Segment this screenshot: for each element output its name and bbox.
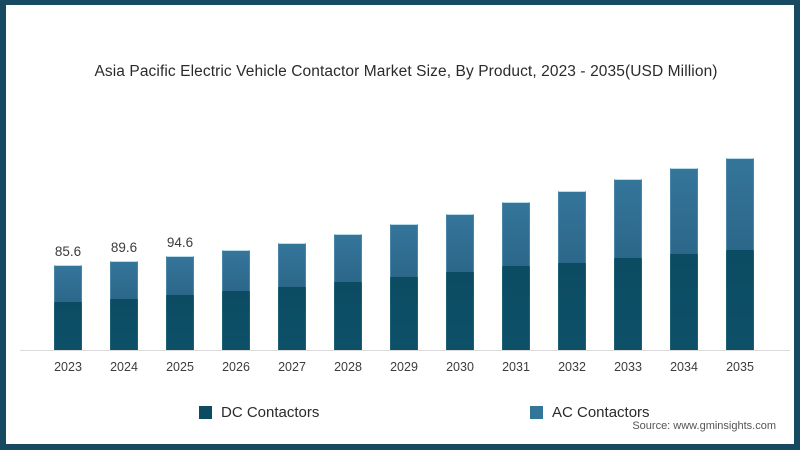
- bar-segment-dc-contactors[interactable]: [726, 250, 754, 351]
- bar-value-label: 85.6: [54, 244, 82, 260]
- stacked-bar[interactable]: [670, 168, 698, 351]
- bar-segment-dc-contactors[interactable]: [278, 286, 306, 351]
- legend-item-dc-contactors[interactable]: DC Contactors: [199, 401, 319, 423]
- bar-value-label: 89.6: [110, 239, 138, 255]
- x-axis-tick-2027: 2027: [278, 360, 306, 374]
- x-axis-tick-2028: 2028: [334, 360, 362, 374]
- x-axis-tick-2023: 2023: [54, 360, 82, 374]
- bar-segment-ac-contactors[interactable]: [278, 242, 306, 287]
- stacked-bar[interactable]: [558, 191, 586, 351]
- chart-title: Asia Pacific Electric Vehicle Contactor …: [94, 63, 718, 80]
- stacked-bar[interactable]: [614, 179, 642, 351]
- stacked-bar[interactable]: [334, 233, 362, 351]
- legend-swatch-icon: [199, 405, 212, 419]
- x-axis-tick-2031: 2031: [502, 360, 530, 374]
- bar-segment-ac-contactors[interactable]: [334, 233, 362, 283]
- stacked-bar[interactable]: [726, 158, 754, 351]
- x-axis-tick-2035: 2035: [726, 360, 754, 374]
- bar-segment-dc-contactors[interactable]: [110, 298, 138, 351]
- bar-segment-ac-contactors[interactable]: [558, 191, 586, 263]
- bar-segment-dc-contactors[interactable]: [390, 277, 418, 351]
- x-axis-tick-2029: 2029: [390, 360, 418, 374]
- bar-segment-dc-contactors[interactable]: [334, 282, 362, 351]
- bar-segment-ac-contactors[interactable]: [726, 158, 754, 251]
- x-axis-tick-2026: 2026: [222, 360, 250, 374]
- bar-segment-dc-contactors[interactable]: [166, 294, 194, 351]
- stacked-bar[interactable]: [390, 224, 418, 351]
- bar-segment-ac-contactors[interactable]: [614, 179, 642, 259]
- bar-value-label: 94.6: [166, 234, 194, 250]
- x-axis-labels: 2023 2024 2025 2026 2027 2028 2029 2030 2031 2032…: [28, 360, 784, 380]
- bar-segment-ac-contactors[interactable]: [390, 224, 418, 278]
- bar-segment-ac-contactors[interactable]: [110, 261, 138, 299]
- x-axis-line: [20, 350, 790, 351]
- legend-swatch-icon: [530, 405, 543, 419]
- legend-label: DC Contactors: [221, 403, 320, 421]
- x-axis-tick-2033: 2033: [614, 360, 642, 374]
- x-axis-tick-2024: 2024: [110, 360, 138, 374]
- bar-segment-ac-contactors[interactable]: [166, 255, 194, 295]
- x-axis-tick-2034: 2034: [670, 360, 698, 374]
- source-attribution: Source: www.gminsights.com: [632, 420, 776, 432]
- stacked-bar[interactable]: [446, 214, 474, 351]
- bar-segment-ac-contactors[interactable]: [502, 202, 530, 267]
- legend-label: AC Contactors: [552, 403, 650, 421]
- stacked-bar[interactable]: [502, 202, 530, 351]
- chart-legend: DC Contactors AC Contactors: [6, 401, 794, 423]
- bar-segment-ac-contactors[interactable]: [446, 214, 474, 272]
- bar-segment-ac-contactors[interactable]: [54, 265, 82, 302]
- stacked-bar[interactable]: [222, 249, 250, 351]
- legend-item-ac-contactors[interactable]: AC Contactors: [530, 401, 650, 423]
- stacked-bar[interactable]: [278, 242, 306, 351]
- bar-segment-dc-contactors[interactable]: [446, 271, 474, 351]
- bar-segment-dc-contactors[interactable]: [502, 266, 530, 351]
- bar-segment-dc-contactors[interactable]: [54, 301, 82, 351]
- stacked-bar[interactable]: [110, 261, 138, 351]
- bar-segment-dc-contactors[interactable]: [614, 258, 642, 351]
- x-axis-tick-2030: 2030: [446, 360, 474, 374]
- bar-segment-ac-contactors[interactable]: [222, 249, 250, 291]
- bar-segment-ac-contactors[interactable]: [670, 168, 698, 255]
- bar-segment-dc-contactors[interactable]: [558, 262, 586, 351]
- stacked-bar[interactable]: [54, 265, 82, 351]
- stacked-bar[interactable]: [166, 255, 194, 351]
- chart-canvas: Asia Pacific Electric Vehicle Contactor …: [6, 5, 794, 444]
- x-axis-tick-2032: 2032: [558, 360, 586, 374]
- bar-segment-dc-contactors[interactable]: [670, 254, 698, 351]
- bar-segment-dc-contactors[interactable]: [222, 290, 250, 351]
- x-axis-tick-2025: 2025: [166, 360, 194, 374]
- plot-area: 85.6 89.6 94.6: [28, 135, 784, 351]
